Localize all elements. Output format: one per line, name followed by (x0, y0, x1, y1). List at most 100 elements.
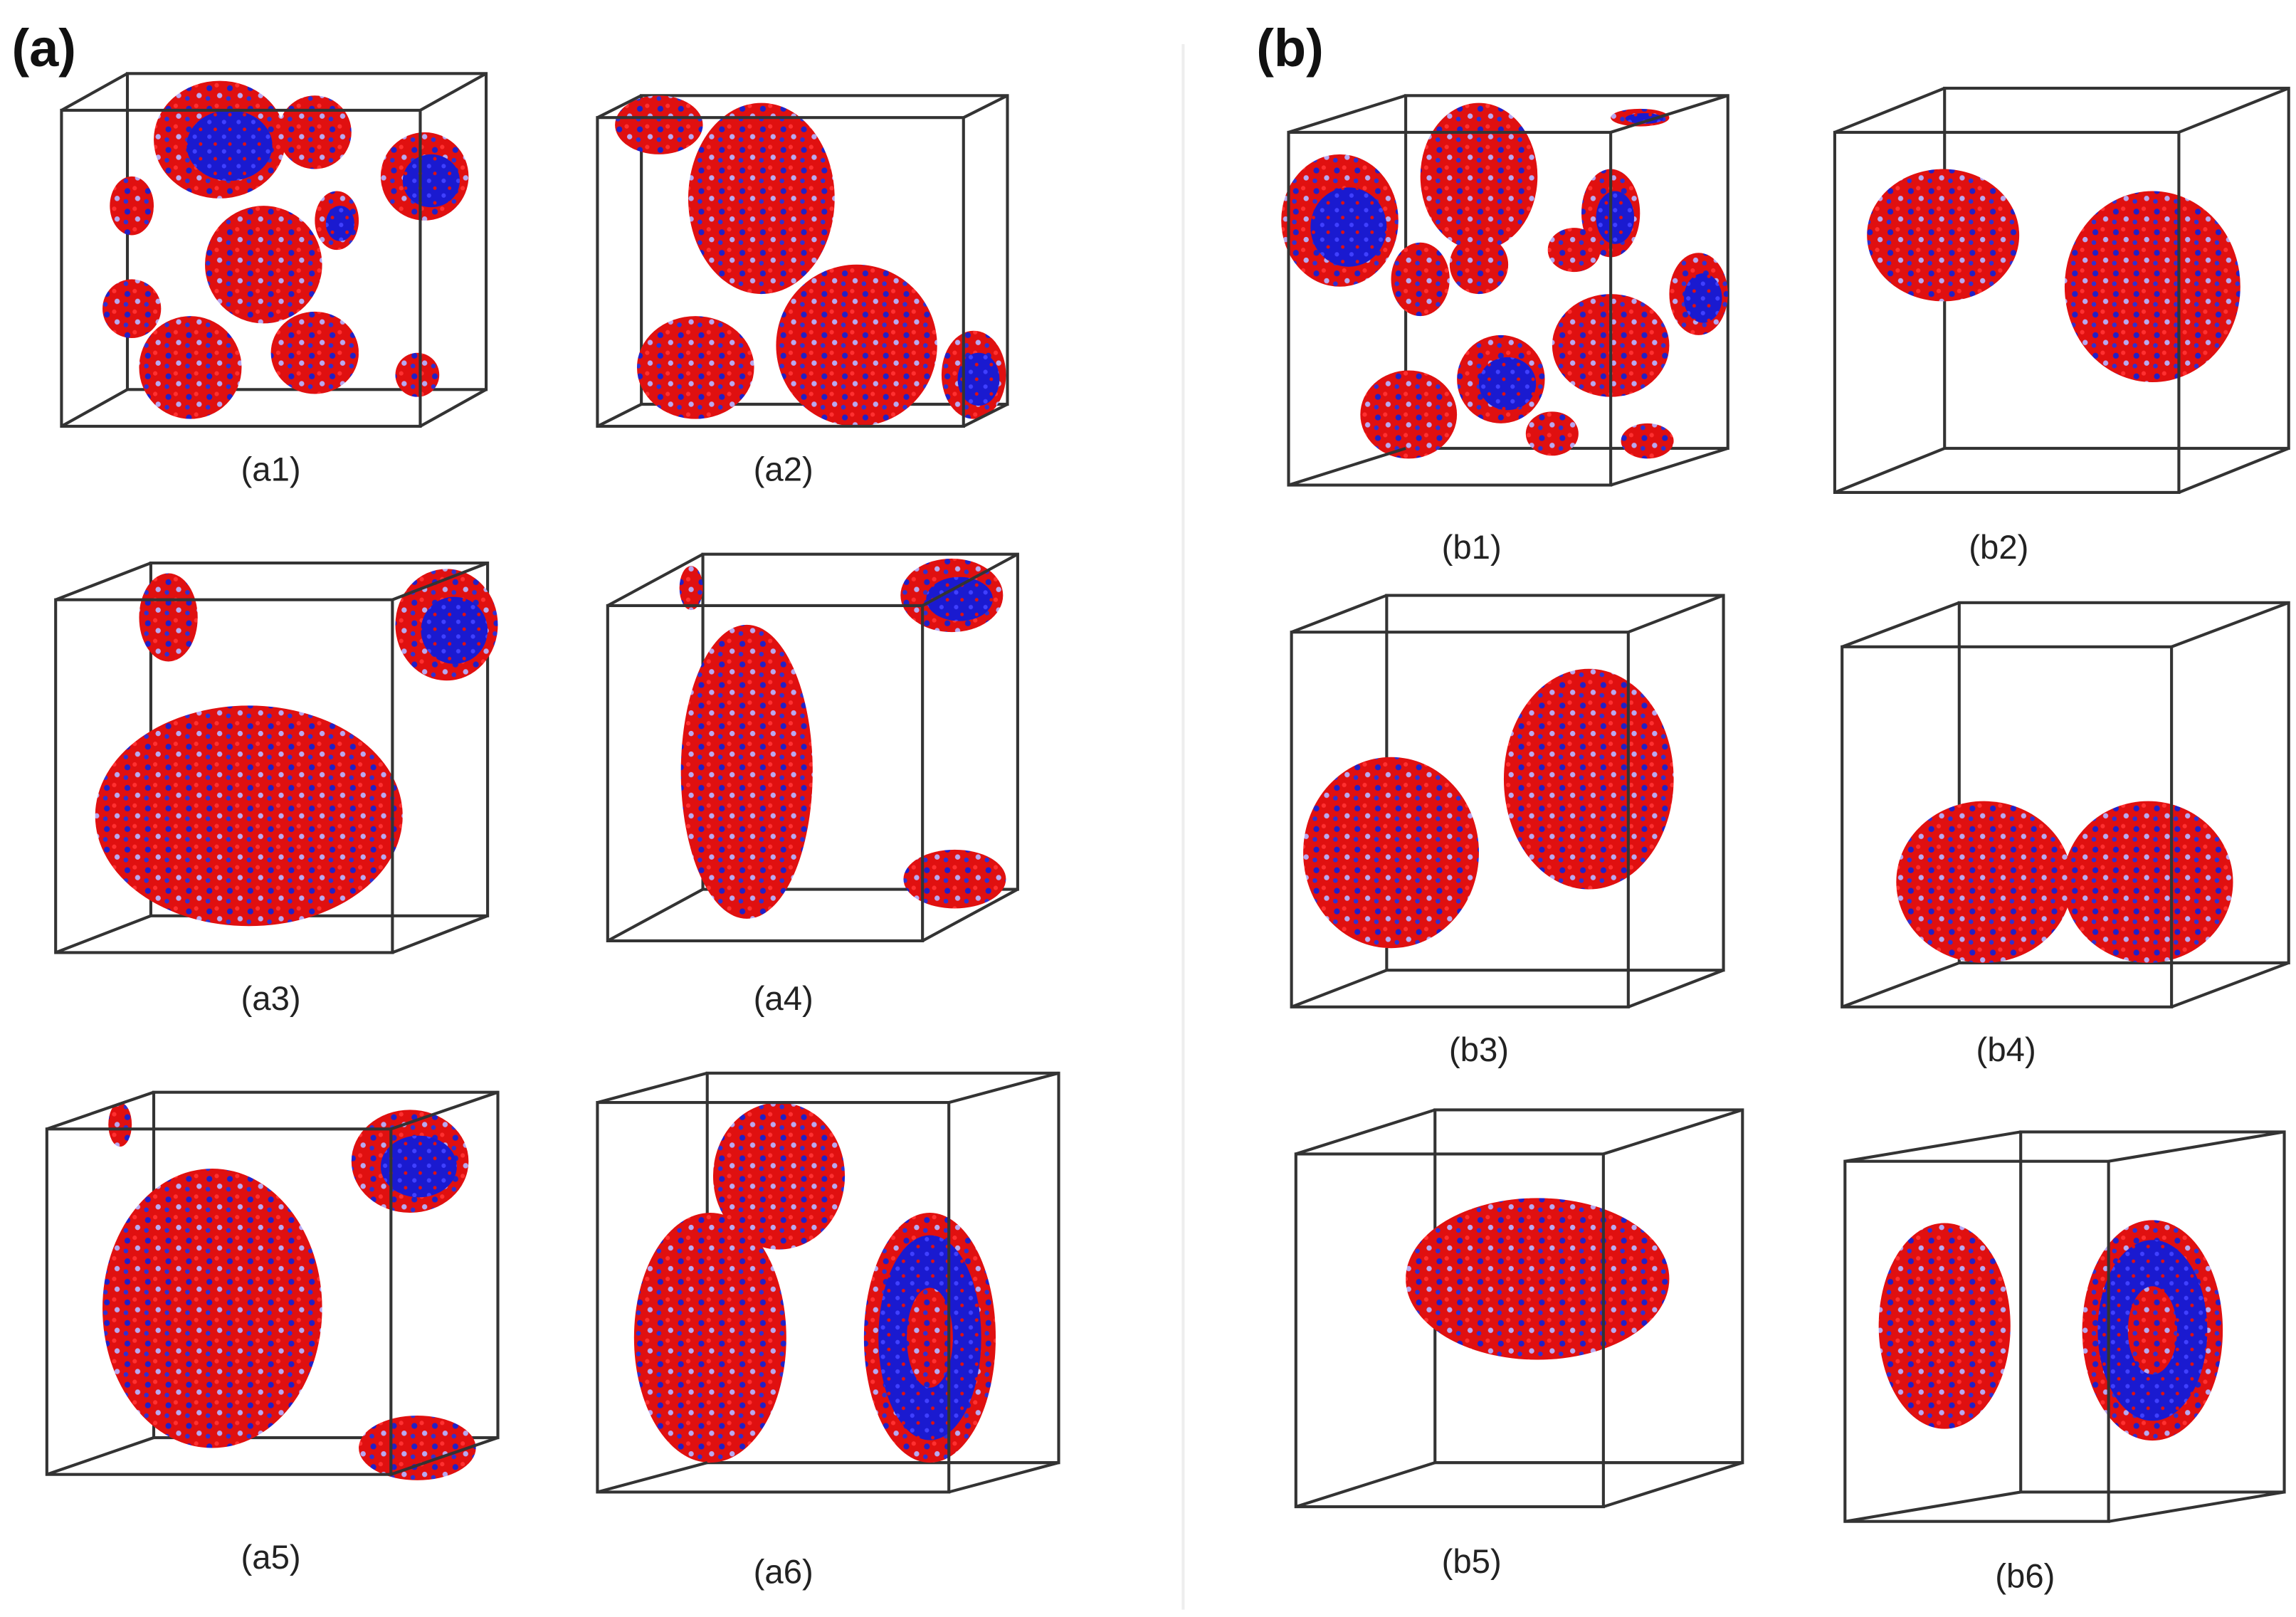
snapshot-label: (b2) (1969, 529, 2028, 567)
cube-edge (390, 1436, 499, 1476)
cube-edge (948, 1071, 1060, 1105)
micelle (278, 95, 352, 169)
micelle (1867, 169, 2020, 302)
micelle (680, 624, 813, 919)
micelle (903, 849, 1006, 909)
cube-back (2019, 1130, 2286, 1494)
cube-edge (1844, 1130, 2021, 1163)
cube-edge (596, 1461, 708, 1494)
micelle (108, 1102, 132, 1147)
micelle (205, 206, 322, 324)
cube-edge (596, 403, 643, 428)
snapshot-label: (a4) (754, 980, 813, 1018)
snapshot: (b5) (1294, 1108, 1744, 1581)
micelle (359, 1416, 476, 1480)
cube-edge (1844, 1490, 2021, 1523)
micelle-core (907, 1287, 953, 1388)
cube-edge (1287, 94, 1406, 134)
micelle (1621, 423, 1674, 459)
micelle (1303, 757, 1479, 949)
micelle-core (325, 206, 354, 241)
cube-edge (922, 552, 1018, 607)
cube-edge (1610, 94, 1729, 134)
micelle (636, 316, 754, 419)
snapshot: (b4) (1841, 601, 2290, 1069)
snapshot: (a2) (596, 94, 1009, 488)
micelle (139, 573, 198, 662)
cube-edge (1834, 447, 1945, 494)
cube-edge (1841, 961, 1960, 1008)
micelle (1420, 102, 1538, 251)
micelle (1406, 1198, 1670, 1360)
cube-edge (1610, 446, 1729, 487)
cube-edge (390, 1090, 499, 1131)
cube-edge (2108, 1130, 2285, 1163)
cube-edge (596, 94, 643, 120)
micelle-core (1478, 357, 1537, 411)
cube-edge (55, 562, 152, 601)
cube-edge (1603, 1461, 1743, 1509)
micelle-core (1596, 191, 1635, 244)
cube-edge (948, 1461, 1060, 1494)
micelle (102, 279, 162, 339)
cube-edge (55, 914, 152, 954)
snapshot-label: (a3) (241, 980, 301, 1018)
cube-edge (419, 72, 488, 112)
snapshot: (a5) (45, 1090, 500, 1576)
micelle-core (402, 154, 460, 208)
snapshot-label: (a1) (241, 451, 301, 488)
micelle (1449, 235, 1509, 295)
micelle-core (926, 576, 993, 621)
cube-edge (419, 388, 488, 428)
cube-edge (962, 94, 1009, 120)
micelle (95, 705, 403, 927)
micelle (1525, 411, 1579, 456)
micelle (1547, 228, 1601, 273)
cube-edge (46, 1436, 154, 1476)
cube-edge (1628, 594, 1724, 634)
micelle (615, 95, 703, 154)
snapshot-label: (b1) (1442, 529, 1502, 567)
micelle-core (1310, 187, 1387, 267)
cube-edge (60, 72, 128, 112)
cube-edge (391, 562, 488, 601)
snapshot-label: (a2) (754, 451, 813, 488)
cube-edge (1295, 1108, 1436, 1156)
micelle (1391, 242, 1450, 317)
cube-edge (596, 1071, 708, 1105)
micelle (688, 102, 835, 295)
snapshot: (b1) (1281, 94, 1729, 567)
micelle (712, 1102, 846, 1250)
micelle-core (1684, 273, 1722, 323)
cube-edge (606, 552, 704, 607)
panel-label: (a) (11, 19, 76, 78)
snapshot: (a3) (54, 562, 498, 1018)
micelle (2063, 801, 2233, 963)
snapshot: (b2) (1833, 86, 2290, 567)
micelle-core (380, 1135, 457, 1198)
cube-edge (606, 887, 704, 942)
micelle (679, 566, 703, 611)
snapshot-label: (b4) (1976, 1031, 2036, 1069)
cube-edge (1290, 594, 1388, 634)
snapshot-label: (b3) (1449, 1031, 1509, 1069)
snapshot-label: (a6) (754, 1553, 813, 1591)
cube-edge (2178, 87, 2290, 134)
cube-back (1433, 1108, 1744, 1465)
snapshot: (b6) (1843, 1130, 2286, 1596)
micelle (1360, 370, 1458, 459)
cube-edge (1834, 87, 1945, 134)
micelle (270, 311, 359, 394)
cube-edge (1841, 601, 1960, 648)
snapshot-label: (a5) (241, 1539, 301, 1576)
snapshot: (a4) (606, 552, 1019, 1018)
cube-edge (1290, 969, 1388, 1008)
micelle-core (2127, 1286, 2177, 1375)
micelle (102, 1169, 322, 1448)
micelle (633, 1213, 786, 1463)
cube-edge (922, 887, 1018, 942)
cube-edge (1295, 1461, 1436, 1509)
micelle (1896, 801, 2073, 963)
micelle-core (421, 596, 488, 664)
